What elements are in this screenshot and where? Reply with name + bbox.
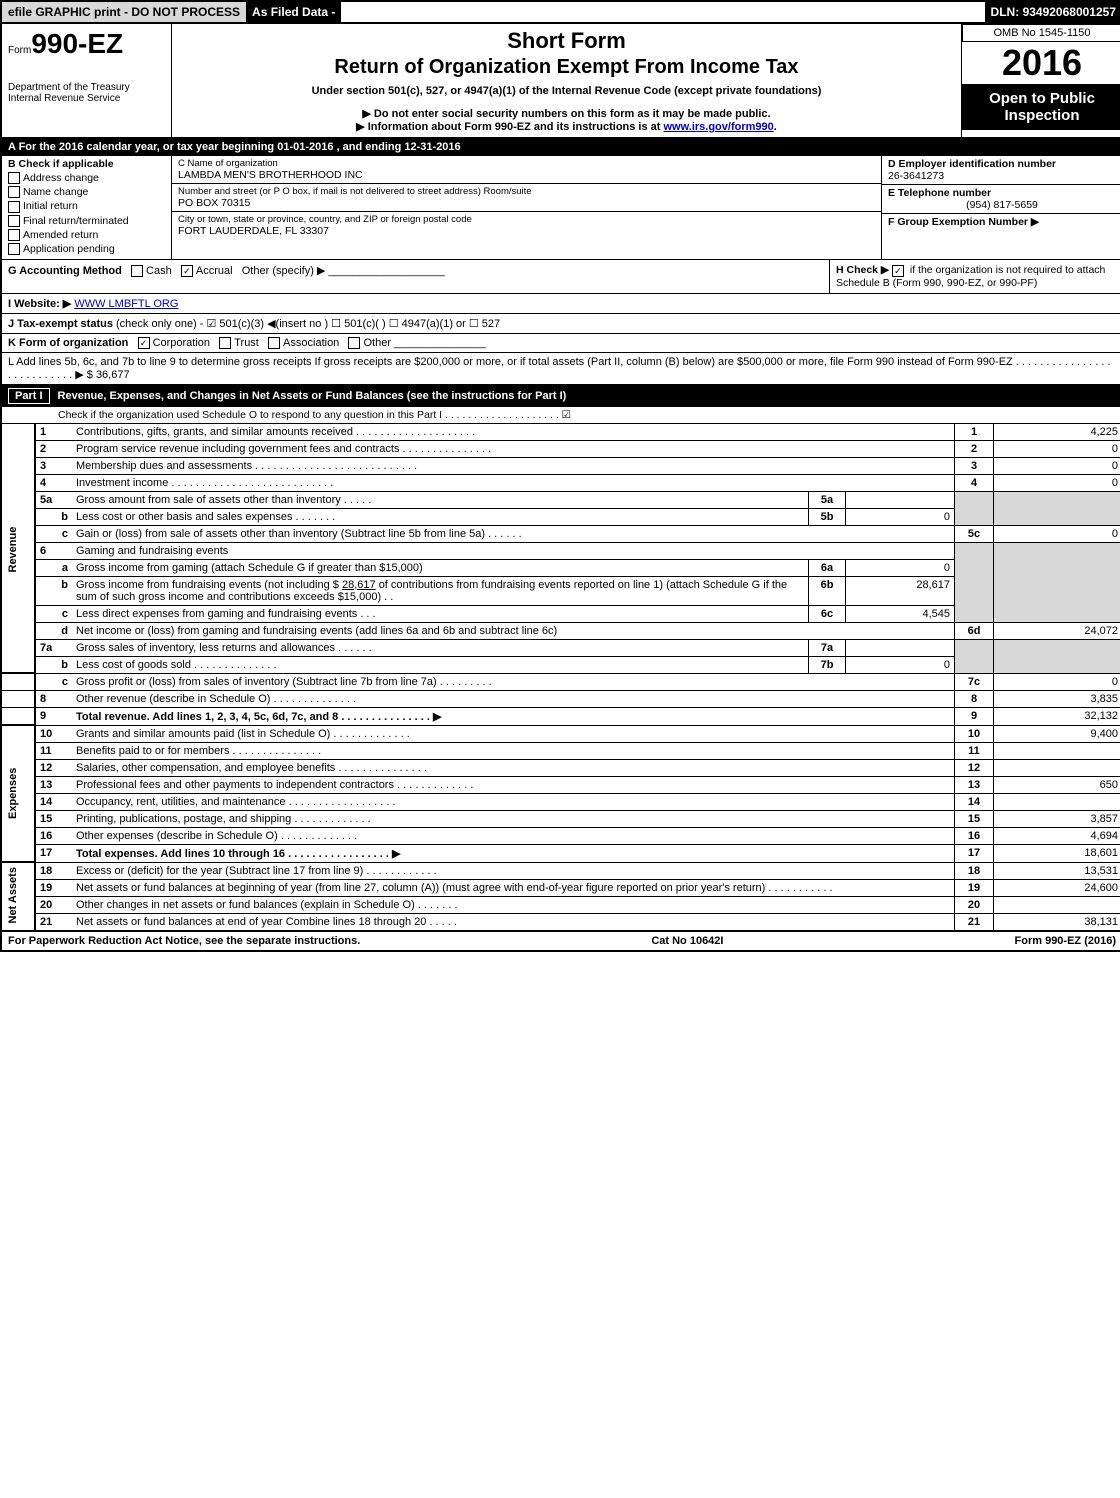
form-ref: Form 990-EZ (2016) (1015, 935, 1116, 947)
open-to-public: Open to Public Inspection (962, 84, 1120, 130)
part-i-table: Revenue 1 Contributions, gifts, grants, … (2, 424, 1120, 930)
line-7b: b Less cost of goods sold . . . . . . . … (2, 656, 1120, 673)
part-i-header: Part I Revenue, Expenses, and Changes in… (2, 385, 1120, 407)
cb-association[interactable] (268, 337, 280, 349)
as-filed-blank (341, 2, 984, 22)
cb-application-pending[interactable]: Application pending (8, 243, 165, 255)
bullet-ssn: ▶ Do not enter social security numbers o… (178, 107, 955, 120)
netassets-side-label: Net Assets (2, 862, 35, 930)
line-7a: 7a Gross sales of inventory, less return… (2, 639, 1120, 656)
cb-schedule-b[interactable]: ✓ (892, 265, 904, 277)
row-i-website: I Website: ▶ WWW LMBFTL ORG (2, 294, 1120, 314)
line-7c: c Gross profit or (loss) from sales of i… (2, 673, 1120, 690)
line-3: 3 Membership dues and assessments . . . … (2, 457, 1120, 474)
part-i-sub: Check if the organization used Schedule … (2, 407, 1120, 424)
line-21: 21 Net assets or fund balances at end of… (2, 913, 1120, 930)
line-5a: 5a Gross amount from sale of assets othe… (2, 491, 1120, 508)
section-bcd: B Check if applicable Address change Nam… (2, 156, 1120, 260)
cat-no: Cat No 10642I (651, 935, 723, 947)
line-19: 19 Net assets or fund balances at beginn… (2, 879, 1120, 896)
cb-corporation[interactable]: ✓ (138, 337, 150, 349)
form-id-cell: Form990-EZ Department of the Treasury In… (2, 24, 172, 137)
form-990ez-page: efile GRAPHIC print - DO NOT PROCESS As … (0, 0, 1120, 952)
line-8: 8 Other revenue (describe in Schedule O)… (2, 690, 1120, 707)
cb-trust[interactable] (219, 337, 231, 349)
cb-address-change[interactable]: Address change (8, 172, 165, 184)
line-6d: d Net income or (loss) from gaming and f… (2, 622, 1120, 639)
form-title: Return of Organization Exempt From Incom… (178, 56, 955, 79)
line-6b: b Gross income from fundraising events (… (2, 576, 1120, 605)
short-form-label: Short Form (178, 28, 955, 54)
org-name: LAMBDA MEN'S BROTHERHOOD INC (178, 169, 875, 181)
line-16: 16 Other expenses (describe in Schedule … (2, 827, 1120, 844)
line-6c: c Less direct expenses from gaming and f… (2, 605, 1120, 622)
cb-initial-return[interactable]: Initial return (8, 200, 165, 212)
right-header-cell: OMB No 1545-1150 2016 Open to Public Ins… (962, 24, 1120, 137)
line-17: 17 Total expenses. Add lines 10 through … (2, 844, 1120, 862)
cb-other-org[interactable] (348, 337, 360, 349)
line-12: 12 Salaries, other compensation, and emp… (2, 759, 1120, 776)
as-filed-label: As Filed Data - (246, 2, 341, 22)
row-gh: G Accounting Method Cash ✓Accrual Other … (2, 260, 1120, 293)
cb-final-return[interactable]: Final return/terminated (8, 215, 165, 227)
line-9: 9 Total revenue. Add lines 1, 2, 3, 4, 5… (2, 707, 1120, 725)
line-10: Expenses 10 Grants and similar amounts p… (2, 725, 1120, 742)
line-5b: b Less cost or other basis and sales exp… (2, 508, 1120, 525)
group-exemption: F Group Exemption Number ▶ (888, 216, 1039, 228)
line-11: 11 Benefits paid to or for members . . .… (2, 742, 1120, 759)
irs-link[interactable]: www.irs.gov/form990 (664, 121, 774, 133)
title-cell: Short Form Return of Organization Exempt… (172, 24, 962, 137)
line-20: 20 Other changes in net assets or fund b… (2, 896, 1120, 913)
dept-treasury: Department of the Treasury (8, 82, 165, 93)
website-link[interactable]: WWW LMBFTL ORG (74, 298, 178, 310)
row-j-tax-status: J Tax-exempt status (check only one) - ☑… (2, 314, 1120, 334)
accounting-method: G Accounting Method Cash ✓Accrual Other … (2, 260, 829, 292)
cb-cash[interactable] (131, 265, 143, 277)
expenses-side-label: Expenses (2, 725, 35, 862)
form-subtitle: Under section 501(c), 527, or 4947(a)(1)… (178, 85, 955, 97)
line-6a: a Gross income from gaming (attach Sched… (2, 559, 1120, 576)
revenue-side-label: Revenue (2, 424, 35, 674)
line-15: 15 Printing, publications, postage, and … (2, 810, 1120, 827)
line-5c: c Gain or (loss) from sale of assets oth… (2, 525, 1120, 542)
line-18: Net Assets 18 Excess or (deficit) for th… (2, 862, 1120, 879)
ein: 26-3641273 (888, 170, 944, 182)
line-1: Revenue 1 Contributions, gifts, grants, … (2, 424, 1120, 441)
cb-name-change[interactable]: Name change (8, 186, 165, 198)
line-6: 6 Gaming and fundraising events (2, 542, 1120, 559)
section-b: B Check if applicable Address change Nam… (2, 156, 172, 259)
row-k-org-form: K Form of organization ✓Corporation Trus… (2, 334, 1120, 353)
form-header: Form990-EZ Department of the Treasury In… (2, 24, 1120, 139)
bullet-info: ▶ Information about Form 990-EZ and its … (178, 120, 955, 133)
irs-label: Internal Revenue Service (8, 93, 165, 104)
org-address: PO BOX 70315 (178, 197, 875, 209)
row-a-calendar: A For the 2016 calendar year, or tax yea… (2, 139, 1120, 156)
org-city: FORT LAUDERDALE, FL 33307 (178, 225, 875, 237)
top-bar: efile GRAPHIC print - DO NOT PROCESS As … (2, 2, 1120, 24)
efile-notice: efile GRAPHIC print - DO NOT PROCESS (2, 2, 246, 22)
line-2: 2 Program service revenue including gove… (2, 440, 1120, 457)
omb-number: OMB No 1545-1150 (962, 24, 1120, 42)
paperwork-notice: For Paperwork Reduction Act Notice, see … (8, 935, 360, 947)
schedule-b-check: H Check ▶ ✓ if the organization is not r… (829, 260, 1120, 292)
tax-year: 2016 (962, 42, 1120, 84)
dln: DLN: 93492068001257 (985, 2, 1120, 22)
gross-receipts: 36,677 (96, 369, 130, 381)
page-footer: For Paperwork Reduction Act Notice, see … (2, 930, 1120, 950)
row-l-gross-receipts: L Add lines 5b, 6c, and 7b to line 9 to … (2, 353, 1120, 385)
line-14: 14 Occupancy, rent, utilities, and maint… (2, 793, 1120, 810)
line-13: 13 Professional fees and other payments … (2, 776, 1120, 793)
line-4: 4 Investment income . . . . . . . . . . … (2, 474, 1120, 491)
section-def: D Employer identification number 26-3641… (882, 156, 1120, 259)
telephone: (954) 817-5659 (888, 199, 1116, 211)
cb-accrual[interactable]: ✓ (181, 265, 193, 277)
section-c: C Name of organization LAMBDA MEN'S BROT… (172, 156, 882, 259)
cb-amended-return[interactable]: Amended return (8, 229, 165, 241)
